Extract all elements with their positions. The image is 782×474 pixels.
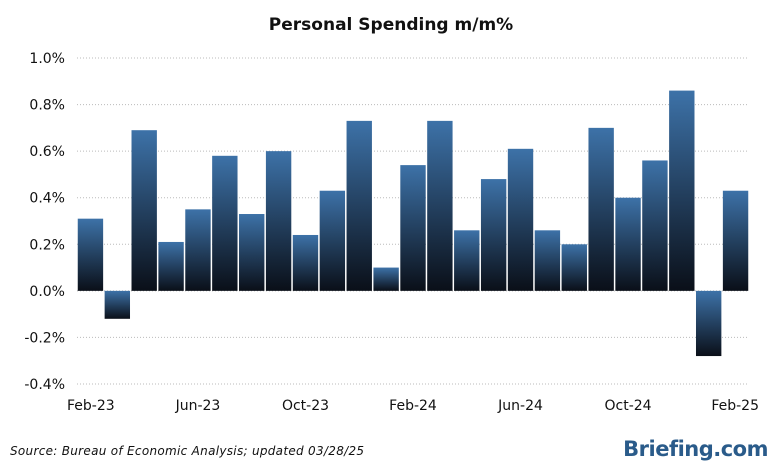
bar-dec-24 bbox=[669, 90, 695, 291]
bar-aug-23 bbox=[239, 214, 265, 291]
bar-feb-25 bbox=[722, 190, 749, 291]
bar-jan-25 bbox=[695, 290, 722, 357]
y-axis-ticks: 1.0% 0.8% 0.6% 0.4% 0.2% 0.0% -0.2% -0.4% bbox=[24, 51, 65, 393]
x-tick-label: Feb-23 bbox=[67, 398, 115, 414]
y-tick-label: 0.2% bbox=[29, 237, 65, 253]
bar-oct-23 bbox=[292, 234, 319, 291]
bars bbox=[77, 90, 749, 357]
bar-may-24 bbox=[480, 179, 507, 291]
bar-jan-24 bbox=[373, 267, 399, 291]
bar-mar-24 bbox=[427, 120, 453, 291]
bar-jun-23 bbox=[185, 209, 211, 291]
bar-dec-23 bbox=[346, 120, 372, 291]
brand-logo[interactable]: Briefing.com bbox=[623, 437, 768, 461]
bar-nov-24 bbox=[642, 160, 668, 291]
x-tick-label: Feb-24 bbox=[389, 398, 437, 414]
bar-oct-24 bbox=[615, 197, 641, 291]
bar-aug-24 bbox=[561, 244, 587, 291]
bar-may-23 bbox=[158, 241, 184, 291]
y-tick-label: -0.2% bbox=[24, 330, 65, 346]
x-tick-label: Jun-24 bbox=[497, 398, 543, 414]
x-axis-ticks: Feb-23 Jun-23 Oct-23 Feb-24 Jun-24 Oct-24 Feb-… bbox=[67, 398, 759, 414]
x-tick-label: Oct-24 bbox=[605, 398, 652, 414]
x-tick-label: Jun-23 bbox=[175, 398, 221, 414]
bar-sep-23 bbox=[265, 151, 292, 291]
bar-sep-24 bbox=[588, 127, 614, 291]
y-tick-label: 1.0% bbox=[29, 51, 65, 67]
y-tick-label: 0.8% bbox=[29, 98, 65, 114]
bar-feb-23 bbox=[77, 218, 104, 291]
bar-jul-24 bbox=[534, 230, 561, 291]
bar-nov-23 bbox=[319, 190, 346, 291]
bar-feb-24 bbox=[400, 165, 426, 291]
y-tick-label: -0.4% bbox=[24, 377, 65, 393]
y-tick-label: 0.6% bbox=[29, 144, 65, 160]
bar-jun-24 bbox=[507, 148, 534, 291]
bar-apr-23 bbox=[131, 130, 157, 291]
x-tick-label: Oct-23 bbox=[282, 398, 329, 414]
bar-mar-23 bbox=[104, 290, 131, 319]
chart-title: Personal Spending m/m% bbox=[268, 15, 514, 35]
source-note: Source: Bureau of Economic Analysis; upd… bbox=[10, 444, 365, 458]
bar-jul-23 bbox=[212, 155, 238, 291]
bar-apr-24 bbox=[454, 230, 480, 291]
y-tick-label: 0.0% bbox=[29, 284, 65, 300]
x-tick-label: Feb-25 bbox=[711, 398, 759, 414]
y-tick-label: 0.4% bbox=[29, 191, 65, 207]
